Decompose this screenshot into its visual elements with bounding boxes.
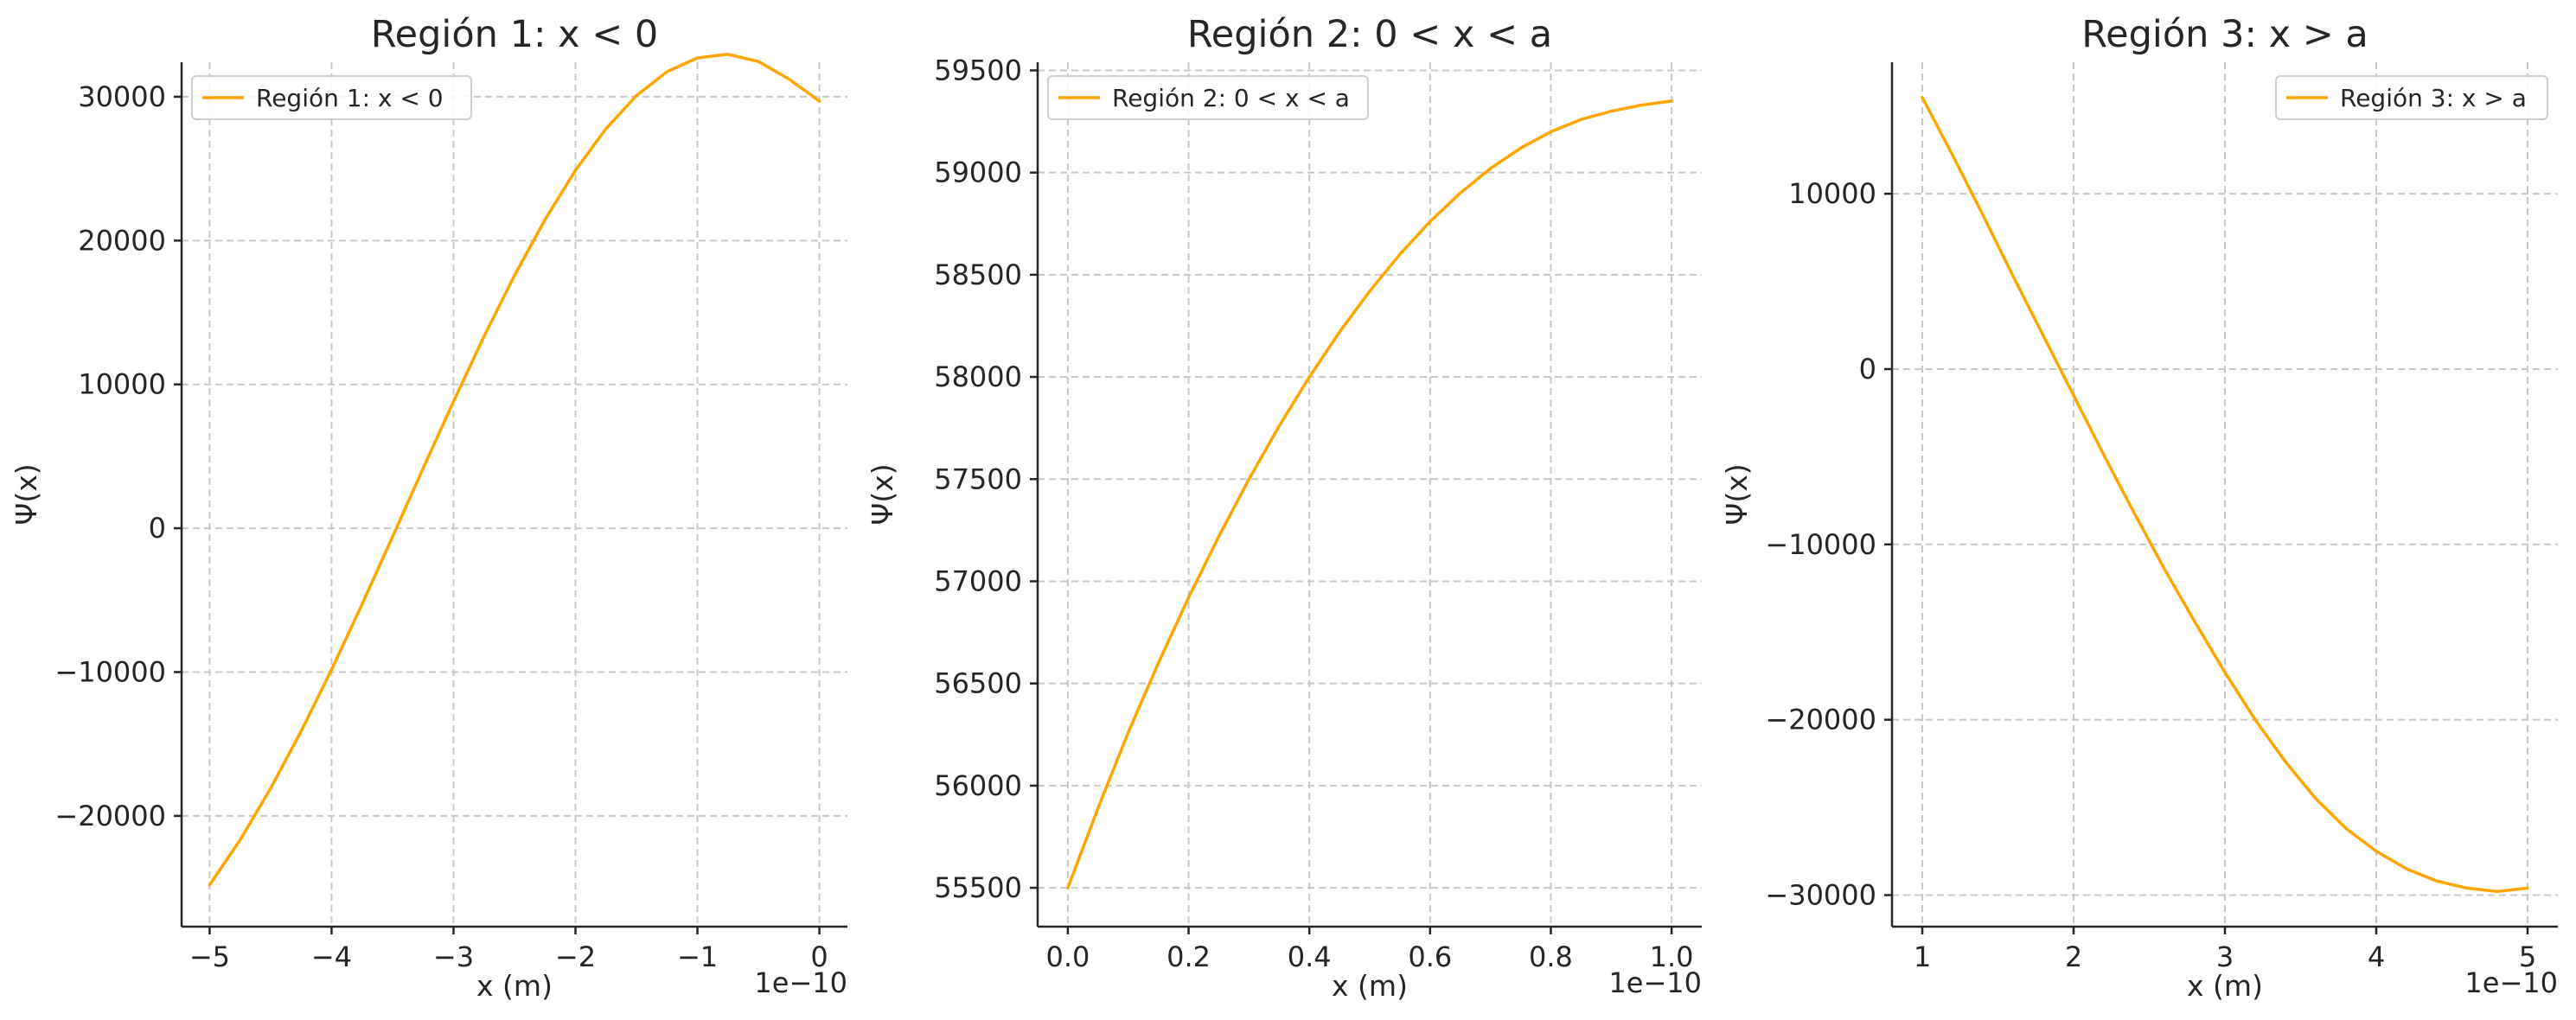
x-tick-label-2: 3 [2216, 940, 2234, 973]
series-line-1 [1921, 95, 2529, 894]
y-tick-label-4: 20000 [78, 224, 166, 257]
x-axis-label: x (m) [2187, 969, 2263, 1003]
x-tick-label-4: −1 [677, 940, 718, 973]
x-tick-label-3: −2 [555, 940, 596, 973]
x-axis-label: x (m) [476, 969, 553, 1003]
x-tick-label-1: −4 [311, 940, 352, 973]
x-tick-label-4: 5 [2519, 940, 2536, 973]
x-offset-label: 1e−10 [754, 966, 847, 999]
legend-box [191, 75, 472, 120]
y-tick-label-8: 59500 [934, 54, 1022, 86]
x-tick-label-4: 0.8 [1529, 940, 1573, 973]
legend-label: Región 2: 0 < x < a [1112, 84, 1350, 112]
y-tick-label-2: 56500 [934, 667, 1022, 700]
x-offset-label: 1e−10 [1608, 966, 1702, 999]
chart-title: Región 2: 0 < x < a [1187, 13, 1552, 56]
y-tick-label-6: 58500 [934, 258, 1022, 291]
series-line-1 [208, 53, 821, 887]
y-tick-label-4: 10000 [1788, 177, 1876, 210]
y-tick-label-4: 57500 [934, 462, 1022, 495]
series-line-1 [1066, 99, 1673, 889]
y-tick-label-3: 0 [1859, 353, 1876, 386]
x-offset-label: 1e−10 [2464, 966, 2558, 999]
y-tick-label-0: 55500 [934, 871, 1022, 904]
y-tick-label-1: −10000 [54, 655, 166, 688]
x-tick-label-0: 1 [1914, 940, 1931, 973]
y-axis-label: Ψ(x) [1720, 463, 1754, 525]
y-tick-label-1: −20000 [1765, 704, 1876, 736]
legend-box [2275, 75, 2548, 120]
y-tick-label-3: 10000 [78, 368, 166, 401]
x-tick-label-1: 0.2 [1167, 940, 1211, 973]
legend: Región 2: 0 < x < a [1047, 75, 1369, 120]
x-axis-label: x (m) [1332, 969, 1408, 1003]
x-tick-label-1: 2 [2065, 940, 2082, 973]
y-tick-label-1: 56000 [934, 769, 1022, 802]
x-tick-label-3: 4 [2368, 940, 2385, 973]
legend-label: Región 3: x > a [2340, 84, 2527, 112]
legend: Región 3: x > a [2275, 75, 2548, 120]
chart-panel-3: 1 2 3 4 5 −30000 −20000 −10000 0 10000 Región 3: x… [1720, 13, 2558, 1003]
y-tick-label-0: −30000 [1765, 878, 1876, 911]
x-tick-label-5: 1.0 [1650, 940, 1694, 973]
x-tick-label-5: 0 [810, 940, 828, 973]
chart-panel-2: 0.0 0.2 0.4 0.6 0.8 1.0 55500 56000 56500 57000 57… [866, 13, 1702, 1003]
x-tick-label-3: 0.6 [1408, 940, 1452, 973]
y-tick-label-3: 57000 [934, 564, 1022, 597]
y-tick-label-2: 0 [149, 512, 166, 545]
y-tick-label-7: 59000 [934, 156, 1022, 189]
y-axis-label: Ψ(x) [10, 463, 43, 525]
legend-box [1047, 75, 1369, 120]
y-tick-label-5: 58000 [934, 360, 1022, 393]
y-tick-label-5: 30000 [78, 80, 166, 113]
chart-panel-1: −5 −4 −3 −2 −1 0 −20000 −10000 0 10000 20000 30000 R… [10, 13, 847, 1003]
x-tick-label-2: 0.4 [1288, 940, 1332, 973]
legend-label: Región 1: x < 0 [256, 84, 444, 112]
chart-title: Región 1: x < 0 [371, 13, 659, 56]
y-axis-label: Ψ(x) [866, 463, 899, 525]
y-tick-label-0: −20000 [54, 800, 166, 832]
chart-title: Región 3: x > a [2081, 13, 2368, 56]
x-tick-label-2: −3 [433, 940, 474, 973]
x-tick-label-0: −5 [189, 940, 230, 973]
y-tick-label-2: −10000 [1765, 528, 1876, 561]
x-tick-label-0: 0.0 [1045, 940, 1090, 973]
legend: Región 1: x < 0 [191, 75, 472, 120]
